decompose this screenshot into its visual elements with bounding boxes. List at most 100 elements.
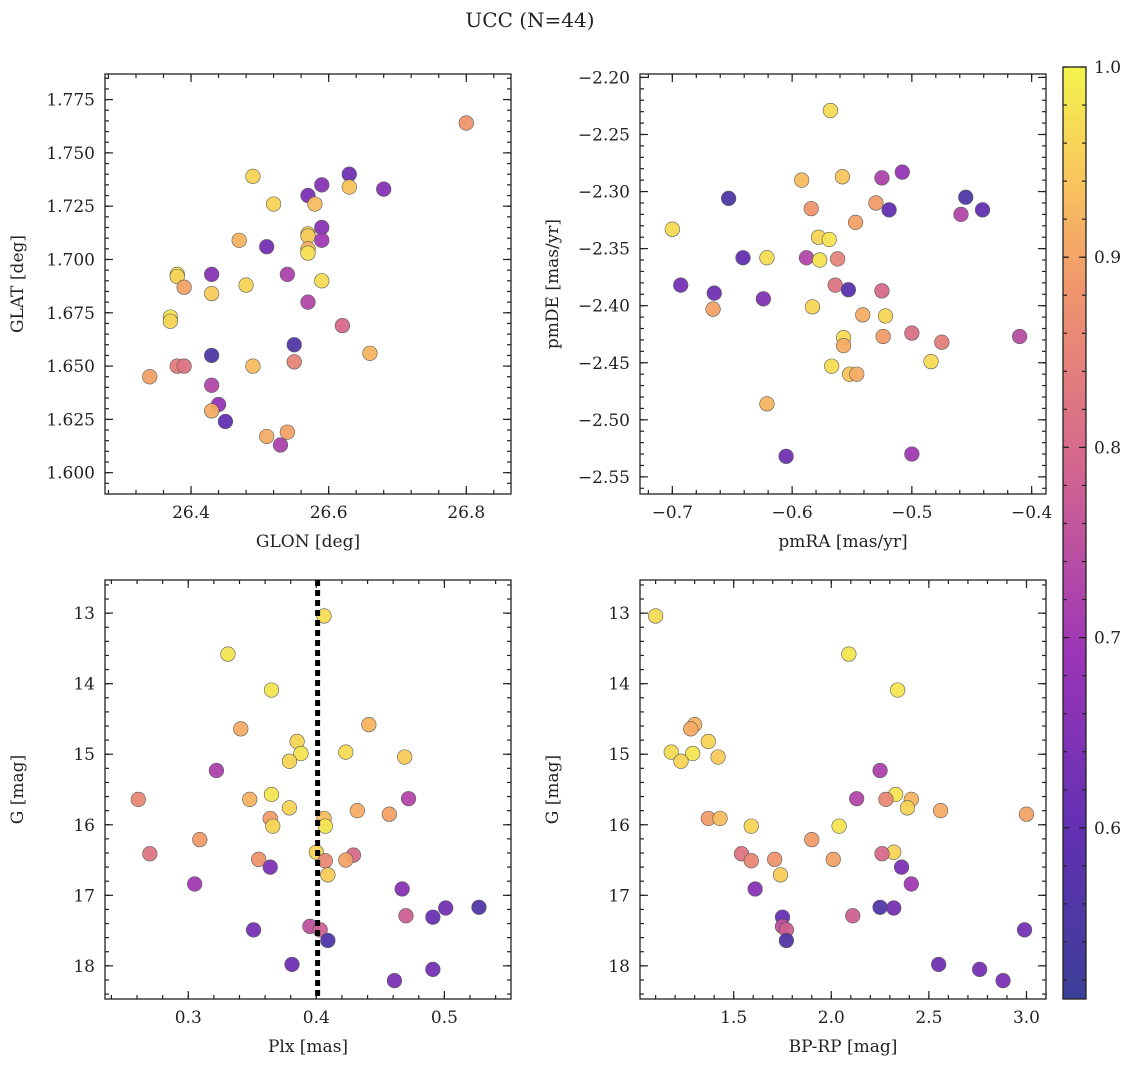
data-point (874, 283, 890, 299)
data-point (822, 102, 839, 119)
data-point (314, 219, 330, 236)
x-tick-label: 1.5 (720, 1008, 747, 1028)
data-point (204, 347, 220, 364)
data-point (890, 682, 906, 698)
data-point (855, 307, 871, 323)
data-point (176, 279, 192, 295)
data-point (872, 762, 888, 779)
y-tick-label: −2.25 (578, 125, 630, 145)
data-point (204, 285, 220, 302)
y-tick-label: 15 (608, 745, 630, 765)
data-point (300, 294, 316, 310)
data-point (425, 909, 441, 925)
x-tick-label: 26.4 (172, 503, 210, 523)
data-point (759, 396, 775, 412)
data-point (231, 232, 247, 248)
data-point (974, 202, 991, 218)
data-point (438, 900, 454, 916)
y-tick-label: 17 (608, 886, 630, 906)
data-point (281, 800, 298, 816)
y-tick-label: 13 (73, 604, 95, 624)
data-point (320, 932, 336, 949)
data-point (281, 753, 298, 769)
data-point (706, 285, 722, 301)
data-point (376, 181, 392, 197)
data-point (868, 195, 884, 211)
data-point (845, 908, 861, 924)
y-tick-label: 1.650 (46, 357, 95, 377)
data-point (398, 908, 414, 924)
data-point (835, 338, 852, 354)
data-point (893, 859, 910, 875)
data-point (648, 608, 664, 624)
data-point (934, 334, 950, 350)
y-tick-label: 1.625 (46, 410, 95, 430)
x-tick-label: −0.4 (1011, 503, 1052, 523)
data-point (245, 168, 261, 184)
panel-bprp-g: 1.5 2.0 2.5 3.0 13 14 15 16 17 18 BP-RP [mag] G [ma… (543, 579, 1047, 1057)
data-point (874, 170, 890, 186)
data-point (721, 190, 737, 207)
data-point (931, 956, 947, 973)
data-point (259, 239, 275, 255)
data-point (220, 646, 236, 662)
data-point (932, 803, 949, 819)
data-point (824, 358, 840, 374)
data-point (284, 956, 300, 973)
colorbar-gradient (1062, 66, 1087, 1000)
data-point (875, 328, 891, 345)
data-point (705, 301, 721, 317)
x-tick-label: −0.5 (891, 503, 932, 523)
data-point (300, 245, 316, 261)
data-point (923, 354, 939, 370)
data-point (735, 250, 751, 266)
x-tick-label: 2.0 (818, 1008, 845, 1028)
y-tick-label: 15 (73, 745, 95, 765)
data-point (204, 403, 220, 419)
y-tick-label: 1.700 (46, 250, 95, 270)
data-point (794, 172, 810, 188)
data-point (286, 337, 302, 353)
x-tick-label: 0.4 (303, 1008, 330, 1028)
y-tick-label: 1.775 (46, 91, 95, 111)
x-tick-label: 26.6 (310, 503, 348, 523)
y-tick-label: 1.600 (46, 464, 95, 484)
data-point (700, 733, 716, 750)
data-point (307, 196, 323, 212)
y-tick-label: 16 (73, 816, 95, 836)
x-tick-label: 2.5 (915, 1008, 942, 1028)
data-point (1018, 806, 1035, 822)
x-tick-label: 26.8 (447, 503, 485, 523)
data-point (169, 268, 185, 285)
data-point (743, 853, 759, 869)
y-tick-label: −2.40 (578, 297, 630, 317)
y-tick-label: 16 (608, 816, 630, 836)
data-point (683, 721, 699, 737)
panel-plx-g: 0.3 0.4 0.5 13 14 15 16 17 18 Plx [mas] G [mag] (8, 579, 512, 1057)
colorbar-tick-label: 0.6 (1094, 819, 1121, 839)
data-point (747, 881, 763, 897)
data-point (286, 354, 302, 370)
axes-frame (104, 579, 512, 1000)
data-point (192, 831, 208, 848)
colorbar-tick-label: 0.9 (1094, 248, 1121, 268)
data-point (334, 317, 351, 334)
data-point (341, 166, 357, 182)
data-point (400, 791, 417, 807)
data-point (673, 753, 689, 769)
data-point (830, 251, 846, 267)
data-point (778, 448, 794, 464)
data-point (710, 749, 726, 765)
data-point (903, 876, 919, 892)
data-point (245, 358, 261, 374)
data-point (904, 446, 920, 462)
data-point (755, 291, 771, 307)
colorbar-tick-label: 0.8 (1094, 438, 1121, 458)
x-tick-label: −0.7 (652, 503, 693, 523)
data-point (877, 308, 894, 324)
x-axis-label: GLON [deg] (256, 532, 360, 552)
data-point (673, 277, 689, 293)
x-tick-label: 0.5 (431, 1008, 458, 1028)
data-point (242, 791, 258, 807)
